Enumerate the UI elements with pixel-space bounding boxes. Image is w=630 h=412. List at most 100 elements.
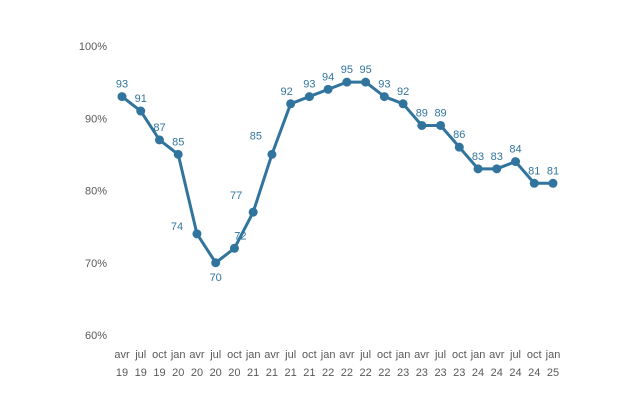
x-axis-month-label: oct	[227, 349, 242, 361]
trend-line	[120, 80, 555, 265]
data-point[interactable]	[211, 258, 221, 268]
x-axis-month-label: jan	[395, 349, 411, 361]
data-point[interactable]	[529, 178, 539, 188]
data-point-label: 70	[210, 272, 222, 284]
x-axis-month-label: oct	[527, 349, 542, 361]
data-point[interactable]	[286, 99, 296, 109]
data-point-label: 93	[378, 79, 390, 91]
x-axis-month-label: jul	[359, 349, 371, 361]
x-axis-year-label: 21	[285, 367, 297, 379]
x-axis-month-label: avr	[264, 349, 280, 361]
x-axis-year-label: 24	[528, 367, 540, 379]
x-axis-year-label: 19	[153, 367, 165, 379]
x-axis-month-label: avr	[114, 349, 130, 361]
x-axis-year-label: 21	[266, 367, 278, 379]
x-axis-year-label: 21	[247, 367, 259, 379]
data-point-label: 89	[434, 107, 446, 119]
x-axis-month-label: jul	[134, 349, 146, 361]
data-point-label: 93	[303, 79, 315, 91]
data-point[interactable]	[548, 178, 558, 188]
x-axis-month-label: jan	[320, 349, 336, 361]
data-point[interactable]	[229, 243, 239, 253]
data-point-label: 85	[172, 136, 184, 148]
data-point-label: 92	[281, 86, 293, 98]
x-axis-month-label: jan	[170, 349, 186, 361]
x-axis-year-label: 22	[341, 367, 353, 379]
data-point-label: 83	[472, 151, 484, 163]
x-axis-year-label: 22	[359, 367, 371, 379]
data-point[interactable]	[248, 207, 258, 217]
data-point-label: 87	[153, 122, 165, 134]
x-axis-year-label: 23	[416, 367, 428, 379]
y-axis-tick-label: 90%	[85, 113, 107, 125]
x-axis-year-label: 24	[491, 367, 503, 379]
x-axis-year-label: 19	[116, 367, 128, 379]
data-point-label: 74	[171, 221, 183, 233]
x-axis-month-label: avr	[489, 349, 505, 361]
x-axis-year-label: 20	[191, 367, 203, 379]
x-axis-month-label: avr	[189, 349, 205, 361]
data-point[interactable]	[136, 106, 146, 116]
x-axis-month-label: oct	[377, 349, 392, 361]
data-point[interactable]	[323, 84, 333, 94]
x-axis-month-label: oct	[302, 349, 317, 361]
data-point[interactable]	[117, 92, 127, 102]
x-axis-year-label: 25	[547, 367, 559, 379]
x-axis-year-label: 24	[509, 367, 521, 379]
x-axis-month-label: jul	[509, 349, 521, 361]
data-point-label: 81	[547, 165, 559, 177]
y-axis-tick-label: 70%	[85, 258, 107, 270]
x-axis-month-label: avr	[414, 349, 430, 361]
data-point-label: 92	[397, 86, 409, 98]
y-axis-tick-label: 60%	[85, 330, 107, 342]
data-point-label: 86	[453, 129, 465, 141]
data-point[interactable]	[492, 164, 502, 174]
x-axis-year-label: 20	[210, 367, 222, 379]
x-axis-month-label: oct	[452, 349, 467, 361]
data-point[interactable]	[361, 77, 371, 87]
data-point-label: 83	[491, 151, 503, 163]
data-point-label: 85	[250, 130, 262, 142]
x-axis-month-label: jul	[434, 349, 446, 361]
data-point-label: 94	[322, 71, 334, 83]
data-point[interactable]	[304, 92, 314, 102]
x-axis-year-label: 23	[453, 367, 465, 379]
y-axis-tick-label: 100%	[79, 41, 107, 53]
data-point[interactable]	[454, 142, 464, 152]
data-point-label: 93	[116, 79, 128, 91]
data-point-label: 84	[509, 144, 521, 156]
data-point-label: 89	[416, 107, 428, 119]
data-point[interactable]	[192, 229, 202, 239]
data-point-label: 91	[135, 93, 147, 105]
x-axis-year-label: 24	[472, 367, 484, 379]
data-point[interactable]	[398, 99, 408, 109]
x-axis-year-label: 23	[397, 367, 409, 379]
y-axis-tick-label: 80%	[85, 186, 107, 198]
data-point-label: 95	[359, 64, 371, 76]
data-point-label: 77	[230, 190, 242, 202]
data-point[interactable]	[417, 120, 427, 130]
data-point-label: 95	[341, 64, 353, 76]
x-axis-month-label: oct	[152, 349, 167, 361]
data-point[interactable]	[511, 157, 521, 167]
x-axis-month-label: jan	[470, 349, 486, 361]
data-point[interactable]	[436, 120, 446, 130]
x-axis-month-label: jan	[545, 349, 561, 361]
x-axis-year-label: 19	[135, 367, 147, 379]
data-point[interactable]	[379, 92, 389, 102]
data-point-label: 72	[234, 230, 246, 242]
x-axis-year-label: 20	[228, 367, 240, 379]
x-axis-month-label: jul	[284, 349, 296, 361]
data-point[interactable]	[267, 149, 277, 159]
x-axis-year-label: 23	[434, 367, 446, 379]
x-axis-month-label: jul	[209, 349, 221, 361]
data-point[interactable]	[342, 77, 352, 87]
x-axis-month-label: jan	[245, 349, 261, 361]
data-point[interactable]	[173, 149, 183, 159]
data-point[interactable]	[473, 164, 483, 174]
x-axis-year-label: 21	[303, 367, 315, 379]
data-point[interactable]	[154, 135, 164, 145]
x-axis-year-label: 20	[172, 367, 184, 379]
